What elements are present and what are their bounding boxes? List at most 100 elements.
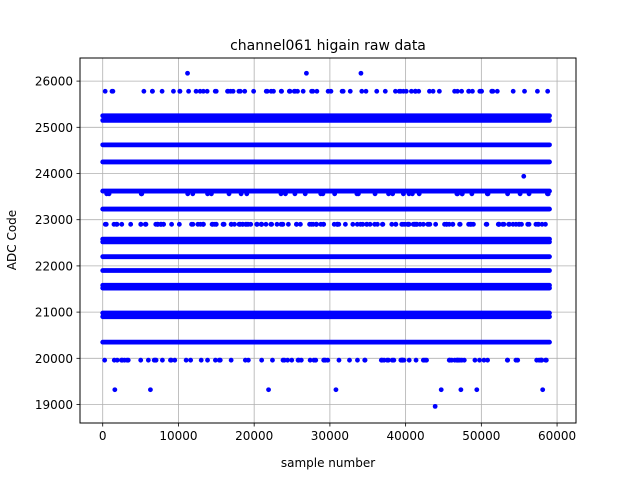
data-point [342,221,348,227]
data-point [413,357,419,363]
data-point [505,191,511,197]
data-point [477,357,482,363]
data-point [270,357,275,363]
data-point [188,357,194,363]
data-point [283,191,288,197]
data-point [313,221,319,227]
data-point [145,357,151,363]
data-point [545,191,551,197]
data-point [519,221,524,227]
y-tick-label: 19000 [35,398,73,412]
data-point [205,191,210,197]
data-point [244,191,250,197]
data-point [328,88,334,94]
data-point [336,357,342,363]
data-point [412,88,418,94]
data-point [436,88,442,94]
data-point [292,88,298,94]
data-point [104,191,110,197]
data-point [279,88,285,94]
data-point [285,357,290,363]
data-point [314,88,320,94]
y-tick-label: 26000 [35,75,73,89]
plot-frame [79,57,577,424]
data-point [254,221,260,227]
data-point [198,357,204,363]
y-axis-ticks: 19000 20000 21000 22000 23000 24000 25000 26000 [35,75,80,412]
data-point [472,357,478,363]
data-point [159,88,165,94]
data-point [168,357,173,363]
data-point [102,357,108,363]
data-point [452,357,458,363]
x-tick-label: 60000 [538,429,576,443]
data-point [386,191,391,197]
x-axis-label: sample number [281,456,375,470]
data-point [468,221,473,227]
data-point [409,191,415,197]
data-point [458,387,464,393]
data-point [269,221,275,227]
data-point [333,387,339,393]
data-point [510,88,516,94]
data-point [201,221,206,227]
data-point [455,191,460,197]
data-point [171,88,176,94]
data-point [399,221,405,227]
data-point [294,221,299,227]
data-point [285,221,291,227]
data-point [149,88,155,94]
data-point [459,88,465,94]
data-point [536,221,542,227]
data-point [335,221,340,227]
data-point [159,357,165,363]
data-point [213,221,219,227]
data-point [347,357,352,363]
data-point [229,221,234,227]
data-point [176,221,182,227]
data-point [321,357,327,363]
data-point [298,221,303,227]
data-point [238,191,244,197]
data-point [274,221,280,227]
data-point [307,357,313,363]
data-point [481,357,487,363]
data-point [393,88,398,94]
data-point [539,221,545,227]
data-point [138,221,144,227]
data-point [386,357,391,363]
data-point [112,387,118,393]
data-point [245,357,251,363]
data-point [103,221,109,227]
data-point [141,88,147,94]
data-point [466,88,472,94]
data-point [522,88,527,94]
data-point [142,221,148,227]
data-point [364,221,369,227]
data-point [332,191,338,197]
data-point [459,191,465,197]
data-point [177,88,183,94]
data-point [442,221,447,227]
data-point [543,221,548,227]
data-point [414,221,420,227]
data-point [490,88,496,94]
data-point [535,88,540,94]
data-point [484,191,490,197]
chart-title: channel061 higain raw data [230,38,426,54]
data-point [416,191,422,197]
data-point [185,70,190,76]
data-point [186,88,191,94]
data-point [263,221,269,227]
y-tick-label: 24000 [35,167,73,181]
data-point [379,221,385,227]
data-point [313,357,319,363]
data-point [485,357,490,363]
y-tick-label: 21000 [35,306,73,320]
data-point [513,357,519,363]
data-point [209,221,215,227]
data-point [271,88,276,94]
data-point [111,221,117,227]
data-point [381,357,387,363]
